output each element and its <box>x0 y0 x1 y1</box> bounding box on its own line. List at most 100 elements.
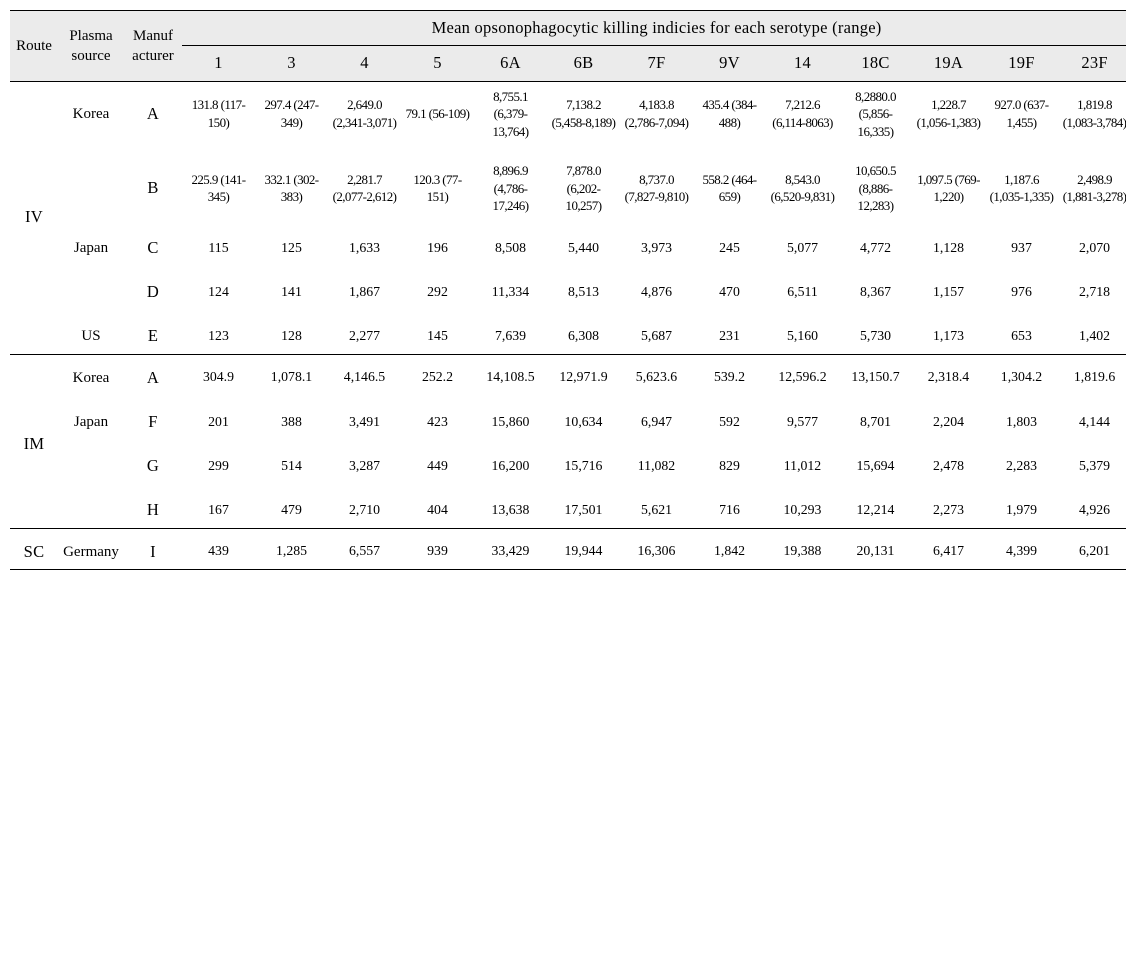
spacer-row <box>10 439 1126 449</box>
value-cell: 939 <box>401 535 474 570</box>
value-cell: 115 <box>182 231 255 265</box>
value-cell: 196 <box>401 231 474 265</box>
value-cell: 4,144 <box>1058 405 1126 439</box>
value-cell: 2,204 <box>912 405 985 439</box>
value-cell: 299 <box>182 449 255 483</box>
value-cell: 8,755.1 (6,379-13,764) <box>474 81 547 146</box>
value-cell: 15,716 <box>547 449 620 483</box>
value-cell: 201 <box>182 405 255 439</box>
value-cell: 976 <box>985 275 1058 309</box>
table-row: G2995143,28744916,20015,71611,08282911,0… <box>10 449 1126 483</box>
value-cell: 1,173 <box>912 319 985 354</box>
col-serotype-header: 19A <box>912 46 985 81</box>
value-cell: 1,157 <box>912 275 985 309</box>
value-cell: 12,214 <box>839 493 912 528</box>
col-serotype-header: 7F <box>620 46 693 81</box>
table-row: D1241411,86729211,3348,5134,8764706,5118… <box>10 275 1126 309</box>
value-cell: 8,508 <box>474 231 547 265</box>
value-cell: 12,596.2 <box>766 361 839 395</box>
spacer-row <box>10 395 1126 405</box>
value-cell: 19,388 <box>766 535 839 570</box>
col-serotype-header: 14 <box>766 46 839 81</box>
col-serotype-header: 4 <box>328 46 401 81</box>
value-cell: 7,212.6 (6,114-8063) <box>766 81 839 146</box>
value-cell: 123 <box>182 319 255 354</box>
col-serotype-header: 6A <box>474 46 547 81</box>
value-cell: 131.8 (117-150) <box>182 81 255 146</box>
value-cell: 1,285 <box>255 535 328 570</box>
route-cell: SC <box>10 535 58 570</box>
value-cell: 449 <box>401 449 474 483</box>
value-cell: 252.2 <box>401 361 474 395</box>
value-cell: 592 <box>693 405 766 439</box>
value-cell: 5,730 <box>839 319 912 354</box>
value-cell: 6,417 <box>912 535 985 570</box>
value-cell: 2,718 <box>1058 275 1126 309</box>
spacer-row <box>10 221 1126 231</box>
value-cell: 16,306 <box>620 535 693 570</box>
plasma-source-cell: Korea <box>58 81 124 146</box>
table-row: JapanC1151251,6331968,5085,4403,9732455,… <box>10 231 1126 265</box>
value-cell: 653 <box>985 319 1058 354</box>
value-cell: 558.2 (464-659) <box>693 156 766 221</box>
value-cell: 4,926 <box>1058 493 1126 528</box>
group-divider <box>10 569 1126 570</box>
value-cell: 1,228.7 (1,056-1,383) <box>912 81 985 146</box>
value-cell: 1,304.2 <box>985 361 1058 395</box>
spacer-row <box>10 265 1126 275</box>
value-cell: 16,200 <box>474 449 547 483</box>
value-cell: 225.9 (141-345) <box>182 156 255 221</box>
manufacturer-cell: H <box>124 493 182 528</box>
value-cell: 79.1 (56-109) <box>401 81 474 146</box>
plasma-source-cell <box>58 449 124 483</box>
value-cell: 470 <box>693 275 766 309</box>
value-cell: 1,979 <box>985 493 1058 528</box>
value-cell: 5,621 <box>620 493 693 528</box>
value-cell: 5,687 <box>620 319 693 354</box>
value-cell: 5,379 <box>1058 449 1126 483</box>
value-cell: 927.0 (637-1,455) <box>985 81 1058 146</box>
route-cell: IV <box>10 81 58 354</box>
value-cell: 388 <box>255 405 328 439</box>
plasma-source-cell: US <box>58 319 124 354</box>
value-cell: 15,694 <box>839 449 912 483</box>
value-cell: 5,160 <box>766 319 839 354</box>
value-cell: 1,842 <box>693 535 766 570</box>
value-cell: 14,108.5 <box>474 361 547 395</box>
value-cell: 404 <box>401 493 474 528</box>
table-row: IMKoreaA304.91,078.14,146.5252.214,108.5… <box>10 361 1126 395</box>
value-cell: 2,070 <box>1058 231 1126 265</box>
value-cell: 1,819.6 <box>1058 361 1126 395</box>
value-cell: 2,283 <box>985 449 1058 483</box>
value-cell: 3,973 <box>620 231 693 265</box>
col-plasma-source-header: Plasma source <box>58 11 124 82</box>
value-cell: 439 <box>182 535 255 570</box>
value-cell: 332.1 (302-383) <box>255 156 328 221</box>
spanner-header: Mean opsonophagocytic killing indicies f… <box>182 11 1126 46</box>
value-cell: 1,867 <box>328 275 401 309</box>
value-cell: 2,710 <box>328 493 401 528</box>
value-cell: 128 <box>255 319 328 354</box>
col-serotype-header: 19F <box>985 46 1058 81</box>
plasma-source-cell: Japan <box>58 405 124 439</box>
plasma-source-cell <box>58 275 124 309</box>
value-cell: 7,138.2 (5,458-8,189) <box>547 81 620 146</box>
value-cell: 141 <box>255 275 328 309</box>
table-row: IVKoreaA131.8 (117-150)297.4 (247-349)2,… <box>10 81 1126 146</box>
value-cell: 145 <box>401 319 474 354</box>
value-cell: 167 <box>182 493 255 528</box>
value-cell: 33,429 <box>474 535 547 570</box>
value-cell: 6,201 <box>1058 535 1126 570</box>
value-cell: 304.9 <box>182 361 255 395</box>
value-cell: 13,638 <box>474 493 547 528</box>
value-cell: 3,491 <box>328 405 401 439</box>
manufacturer-cell: F <box>124 405 182 439</box>
value-cell: 15,860 <box>474 405 547 439</box>
value-cell: 7,639 <box>474 319 547 354</box>
opk-table: Route Plasma source Manuf acturer Mean o… <box>10 10 1126 570</box>
value-cell: 125 <box>255 231 328 265</box>
value-cell: 1,078.1 <box>255 361 328 395</box>
value-cell: 231 <box>693 319 766 354</box>
value-cell: 7,878.0 (6,202-10,257) <box>547 156 620 221</box>
value-cell: 937 <box>985 231 1058 265</box>
